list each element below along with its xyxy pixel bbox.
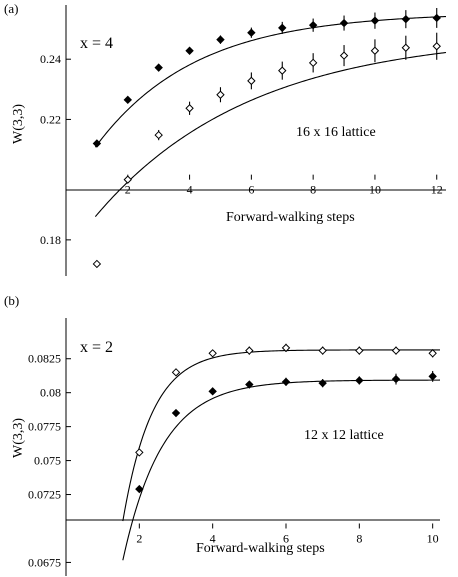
y-axis-label: W(3,3) bbox=[11, 418, 26, 458]
data-point-filled bbox=[92, 139, 102, 148]
data-point-open bbox=[355, 346, 364, 355]
x-tick-label: 12 bbox=[431, 183, 443, 197]
data-point-open bbox=[208, 349, 217, 358]
data-point-open bbox=[245, 346, 254, 355]
y-tick-label: 0.0675 bbox=[28, 555, 61, 569]
y-tick-label: 0.075 bbox=[34, 454, 61, 468]
y-tick-label: 0.18 bbox=[40, 233, 61, 247]
lattice-label: 16 x 16 lattice bbox=[296, 125, 376, 140]
fit-curve bbox=[122, 379, 441, 561]
data-point-filled bbox=[216, 35, 225, 44]
data-point-open bbox=[281, 343, 291, 353]
data-point-open bbox=[370, 46, 380, 55]
data-point-open bbox=[432, 42, 441, 51]
x-tick-label: 10 bbox=[369, 183, 381, 197]
data-point-open bbox=[401, 43, 411, 52]
x-tick-label: 2 bbox=[125, 183, 131, 197]
panel-a: (a) x = 4 16 x 16 lattice Forward-walkin… bbox=[4, 1, 447, 276]
x-axis-label: Forward-walking steps bbox=[196, 541, 325, 556]
data-point-filled bbox=[281, 377, 291, 387]
panel-b: (b) x = 2 12 x 12 lattice Forward-walkin… bbox=[4, 293, 441, 576]
data-point-filled bbox=[245, 380, 254, 389]
data-point-filled bbox=[355, 376, 364, 385]
data-point-open bbox=[318, 346, 327, 355]
x-tick-label: 4 bbox=[210, 531, 216, 545]
data-point-open bbox=[308, 58, 318, 68]
data-point-open bbox=[339, 51, 349, 60]
fit-curve bbox=[94, 15, 447, 148]
y-tick-label: 0.22 bbox=[40, 112, 61, 126]
y-tick-label: 0.0725 bbox=[28, 488, 61, 502]
data-point-open bbox=[171, 368, 181, 377]
data-point-open bbox=[247, 76, 256, 86]
x-tick-label: 4 bbox=[187, 183, 193, 197]
annotation-x-value: x = 4 bbox=[80, 35, 113, 52]
x-axis-label: Forward-walking steps bbox=[226, 210, 355, 225]
panel-label: (a) bbox=[4, 1, 18, 16]
x-tick-label: 2 bbox=[136, 531, 142, 545]
panel-label: (b) bbox=[4, 293, 19, 308]
data-point-filled bbox=[308, 20, 318, 30]
data-point-filled bbox=[339, 18, 349, 28]
data-point-filled bbox=[318, 378, 327, 388]
y-tick-label: 0.08 bbox=[40, 386, 61, 400]
x-tick-label: 10 bbox=[427, 531, 439, 545]
data-point-filled bbox=[391, 374, 401, 384]
data-point-open bbox=[278, 66, 287, 75]
data-point-open bbox=[135, 448, 144, 457]
data-point-filled bbox=[247, 28, 256, 37]
data-point-filled bbox=[208, 387, 217, 396]
x-tick-label: 6 bbox=[248, 183, 254, 197]
y-axis-label: W(3,3) bbox=[11, 104, 26, 144]
data-point-open bbox=[123, 175, 132, 184]
data-point-open bbox=[391, 346, 401, 355]
data-point-filled bbox=[123, 95, 132, 105]
x-tick-label: 8 bbox=[310, 183, 316, 197]
fit-curve bbox=[122, 349, 440, 522]
data-point-open bbox=[428, 349, 437, 358]
data-point-open bbox=[216, 90, 225, 99]
x-tick-label: 8 bbox=[356, 531, 362, 545]
data-point-filled bbox=[185, 46, 194, 55]
x-tick-label: 6 bbox=[283, 531, 289, 545]
data-point-filled bbox=[171, 408, 181, 418]
data-point-filled bbox=[135, 484, 144, 494]
data-point-filled bbox=[154, 63, 163, 72]
data-point-open bbox=[92, 259, 102, 269]
data-point-open bbox=[154, 130, 163, 140]
annotation-x-value: x = 2 bbox=[80, 339, 113, 356]
data-point-filled bbox=[432, 13, 441, 23]
y-tick-label: 0.24 bbox=[40, 52, 61, 66]
data-point-filled bbox=[428, 372, 437, 381]
fit-curve bbox=[94, 51, 447, 217]
lattice-label: 12 x 12 lattice bbox=[304, 428, 384, 443]
data-point-filled bbox=[278, 23, 287, 33]
data-point-filled bbox=[401, 14, 411, 24]
y-tick-label: 0.0775 bbox=[28, 420, 61, 434]
data-point-filled bbox=[370, 16, 380, 25]
y-tick-label: 0.0825 bbox=[28, 352, 61, 366]
data-point-open bbox=[185, 104, 194, 113]
